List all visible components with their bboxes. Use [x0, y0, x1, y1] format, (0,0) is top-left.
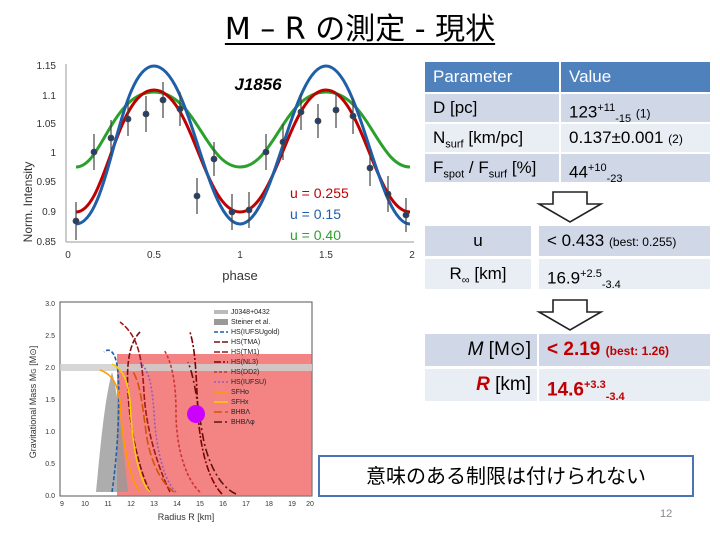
table-row-fspot-value: 44+10-23: [561, 154, 710, 185]
lightcurve-label: J1856: [234, 75, 282, 94]
ytick: 0.9: [42, 207, 56, 218]
legend-item: HS(IUFSU): [231, 379, 266, 386]
mass-radius-plot: Gravitational Mass MG [M⊙] 3.0 2.5 2.0 1…: [28, 301, 314, 522]
ytick: 0.0: [45, 493, 55, 500]
legend-item: BHBΛφ: [231, 419, 255, 426]
best-fit-marker: [187, 405, 205, 423]
down-arrow-icon: [536, 299, 604, 331]
lightcurve-yticks: 1.15 1.1 1.05 1 0.95 0.9 0.85: [37, 61, 57, 248]
lightcurve-xticks: 0 0.5 1 1.5 2: [65, 250, 415, 261]
ytick: 0.5: [45, 461, 55, 468]
parameter-table: Parameter Value D [pc] 123+11-15 (1) Nsu…: [425, 62, 710, 188]
ytick: 1.1: [42, 91, 56, 102]
table-row-nsurf-value: 0.137±0.001 (2): [561, 124, 710, 152]
table-header-parameter: Parameter: [425, 62, 559, 92]
table-row-u-param: u: [425, 226, 531, 256]
table-row-distance-param: D [pc]: [425, 94, 559, 122]
mr-legend: J0348+0432 Steiner et al. HS(IUFSUgold) …: [214, 309, 280, 426]
result-table-u: u < 0.433 (best: 0.255) R∞ [km] 16.9+2.5…: [425, 226, 710, 292]
j0348-band: [60, 364, 312, 371]
table-row-mass-value: < 2.19 (best: 1.26): [539, 334, 710, 366]
ytick: 1.05: [37, 119, 57, 130]
mr-yticks: 3.0 2.5 2.0 1.5 1.0 0.5 0.0: [45, 301, 55, 500]
xtick: 0: [65, 250, 71, 261]
down-arrow-icon: [536, 191, 604, 223]
legend-item: HS(NL3): [231, 359, 258, 366]
xtick: 15: [196, 501, 204, 508]
xtick: 11: [104, 501, 111, 508]
ytick: 1.5: [45, 397, 55, 404]
mr-ylabel: Gravitational Mass MG [M⊙]: [28, 346, 38, 459]
xtick: 1: [237, 250, 243, 261]
xtick: 20: [306, 501, 314, 508]
xtick: 17: [242, 501, 250, 508]
legend-item: HS(IUFSUgold): [231, 329, 280, 336]
xtick: 1.5: [319, 250, 333, 261]
conclusion-box: 意味のある制限は付けられない: [318, 455, 694, 497]
data-points: [72, 82, 410, 240]
lightcurve-plot: Norm. Intensity 1.15 1.1 1.05 1 0.95 0.9…: [21, 61, 415, 283]
eos-curves: [99, 321, 237, 495]
ytick: 3.0: [45, 301, 55, 308]
xtick: 16: [219, 501, 227, 508]
legend-item: BHBΛ: [231, 409, 250, 416]
page-number: 12: [660, 508, 673, 520]
ytick: 2.0: [45, 365, 55, 372]
u-label-green: u = 0.40: [290, 227, 341, 243]
legend-item: SFHo: [231, 389, 249, 396]
legend-item: SFHx: [231, 399, 249, 406]
ytick: 0.95: [37, 177, 57, 188]
result-table-mr: M [M⊙] < 2.19 (best: 1.26) R [km] 14.6+3…: [425, 334, 710, 403]
ytick: 1.0: [45, 429, 55, 436]
legend-item: Steiner et al.: [231, 319, 270, 326]
ytick: 0.85: [37, 237, 57, 248]
table-row-distance-value: 123+11-15 (1): [561, 94, 710, 125]
u-label-blue: u = 0.15: [290, 206, 341, 222]
legend-item: HS(TM1): [231, 349, 259, 356]
xtick: 19: [288, 501, 296, 508]
xtick: 13: [150, 501, 158, 508]
slide-title: M – R の測定 - 現状: [224, 12, 496, 47]
xtick: 10: [81, 501, 89, 508]
legend-item: HS(DD2): [231, 369, 259, 376]
table-row-mass-param: M [M⊙]: [425, 334, 537, 366]
mr-xticks: 9 10 11 12 13 14 15 16 17 18 19 20: [60, 501, 314, 508]
lightcurve-xlabel: phase: [222, 268, 257, 283]
table-row-fspot-param: Fspot / Fsurf [%]: [425, 154, 559, 182]
model-curve-blue: [75, 64, 411, 226]
legend-item: J0348+0432: [231, 309, 270, 316]
steiner-region: [96, 372, 128, 492]
xtick: 0.5: [147, 250, 161, 261]
xtick: 12: [127, 501, 135, 508]
table-row-u-value: < 0.433 (best: 0.255): [539, 226, 710, 256]
table-row-nsurf-param: Nsurf [km/pc]: [425, 124, 559, 152]
mr-xlabel: Radius R [km]: [158, 512, 215, 522]
u-label-red: u = 0.255: [290, 185, 349, 201]
lightcurve-ylabel: Norm. Intensity: [21, 162, 35, 243]
mr-constraint-region: [117, 354, 312, 496]
table-row-rinf-param: R∞ [km]: [425, 259, 531, 289]
table-row-radius-value: 14.6+3.3-3.4: [539, 369, 710, 403]
table-header-value: Value: [561, 62, 710, 92]
legend-item: HS(TMA): [231, 339, 260, 346]
table-row-radius-param: R [km]: [425, 369, 537, 401]
ytick: 2.5: [45, 333, 55, 340]
ytick: 1: [50, 148, 56, 159]
ytick: 1.15: [37, 61, 57, 72]
xtick: 2: [409, 250, 415, 261]
xtick: 18: [265, 501, 273, 508]
xtick: 9: [60, 501, 64, 508]
xtick: 14: [173, 501, 181, 508]
table-row-rinf-value: 16.9+2.5-3.4: [539, 259, 710, 291]
